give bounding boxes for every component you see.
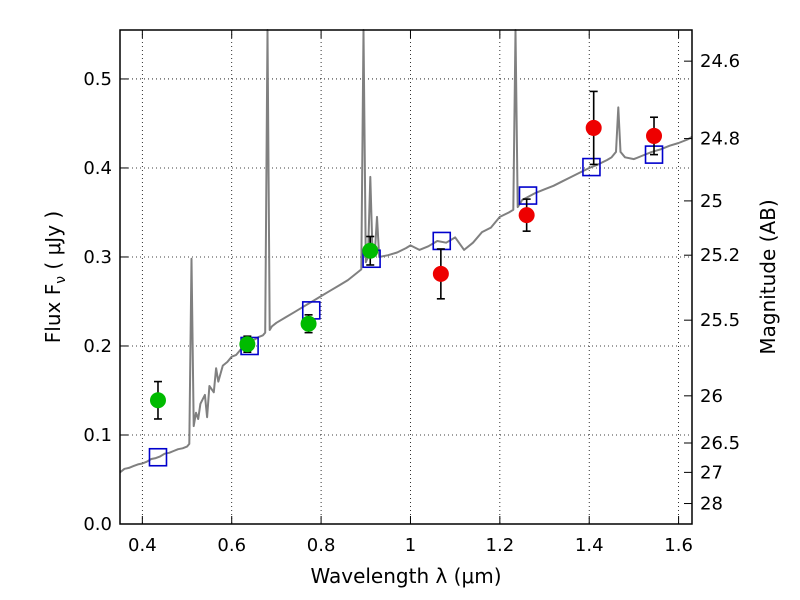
y-right-tick-label: 25.5 [700,310,740,331]
x-tick-label: 1.6 [664,535,693,556]
y-axis-label-main: Flux F [41,284,65,343]
y-axis-label-unit: ( μJy ) [41,211,65,276]
data-point [518,207,535,224]
y-right-tick-label: 28 [700,494,723,515]
y-right-tick-label: 26 [700,386,723,407]
data-point [149,392,166,409]
x-tick-label: 0.8 [307,535,336,556]
y-right-tick-label: 25.2 [700,245,740,266]
spectrum-line [119,29,693,474]
y-right-tick-label: 26.5 [700,433,740,454]
y-right-tick-label: 24.8 [700,129,740,150]
data-point [239,336,256,353]
data-point [432,265,449,282]
y-right-tick-label: 24.6 [700,51,740,72]
x-tick-label: 0.4 [128,535,157,556]
y-tick-label: 0.2 [83,336,112,357]
y-tick-label: 0.0 [83,514,112,535]
spectrum-layer [119,29,693,474]
y-axis-right-label: Magnitude (AB) [756,199,780,354]
plot-frame [119,29,693,525]
y-axis-label-sub: ν [53,276,69,284]
y-tick-label: 0.3 [83,247,112,268]
grid [120,30,692,525]
y-tick-label: 0.5 [83,69,112,90]
y-right-tick-label: 25 [700,191,723,212]
y-tick-label: 0.1 [83,425,112,446]
x-axis-label: Wavelength λ (μm) [310,564,501,588]
x-tick-label: 0.6 [217,535,246,556]
y-right-tick-label: 27 [700,462,723,483]
x-tick-label: 1.4 [575,535,604,556]
data-points-layer [149,90,663,420]
model-squares-layer [148,145,664,467]
data-point [362,242,379,259]
data-point [585,119,602,136]
y-tick-label: 0.4 [83,158,112,179]
y-axis-label: Flux Fν ( μJy ) [41,211,69,343]
x-tick-label: 1.2 [486,535,515,556]
model-square [582,157,601,177]
model-square [148,447,168,467]
ticks: 0.4 0.6 0.8 1 1.2 1.4 1.6 0.0 0.1 0.2 0.3 0.4 0.5 24.… [83,30,740,556]
model-square [518,186,538,205]
data-point [646,127,663,144]
x-tick-label: 1 [405,535,416,556]
data-point [300,315,317,332]
